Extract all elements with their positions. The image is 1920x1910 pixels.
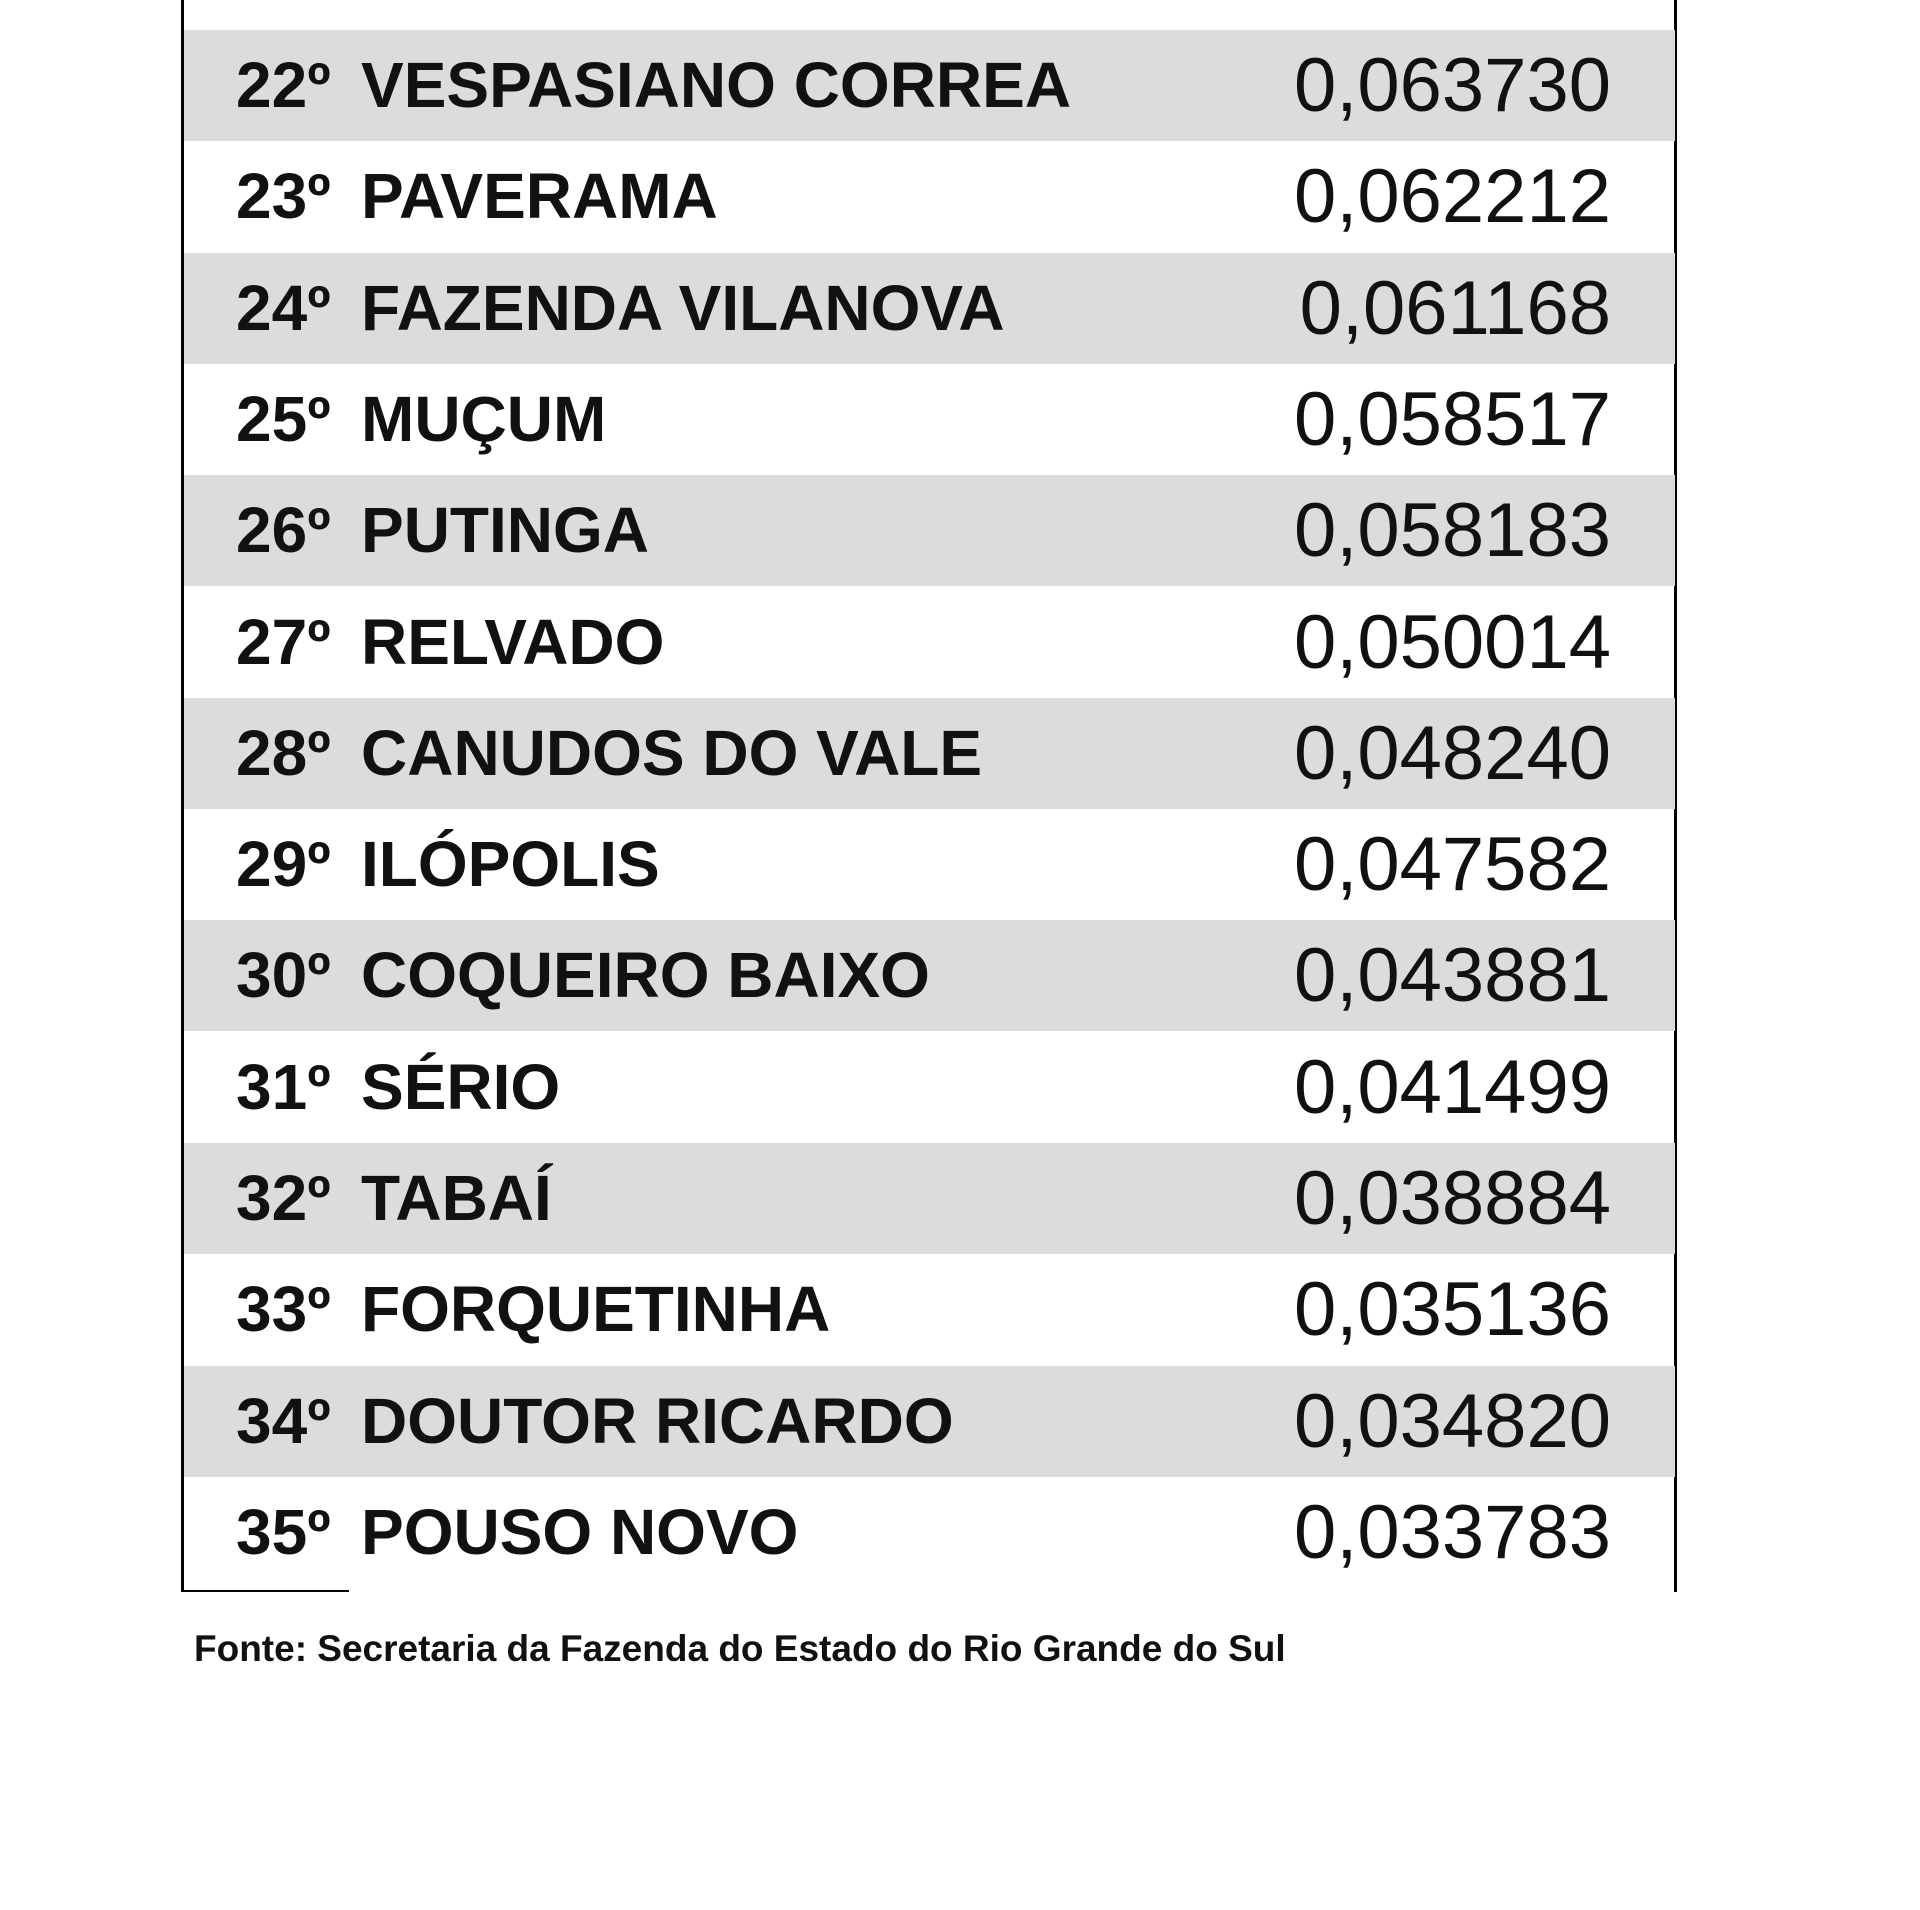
municipality: FAZENDA VILANOVA — [361, 271, 1005, 344]
municipality: VESPASIANO CORREA — [361, 49, 1072, 121]
municipality: RELVADO — [361, 605, 665, 678]
table-row: 34º DOUTOR RICARDO 0,034820 — [184, 1365, 1675, 1477]
index-value: 0,062212 — [1294, 154, 1611, 240]
index-value: 0,048240 — [1294, 710, 1611, 796]
index-value: 0,061168 — [1299, 265, 1611, 351]
rank: 34º — [236, 1384, 331, 1457]
table-row: 35º POUSO NOVO 0,033783 — [184, 1477, 1675, 1588]
table-row: 28º CANUDOS DO VALE 0,048240 — [184, 697, 1675, 809]
rank: 29º — [236, 828, 331, 901]
rank: 35º — [236, 1495, 331, 1568]
municipality: FORQUETINHA — [361, 1273, 831, 1346]
table-row: 22º VESPASIANO CORREA 0,063730 — [184, 30, 1675, 141]
rank: 28º — [236, 716, 331, 789]
rank: 26º — [236, 494, 331, 567]
index-value: 0,058183 — [1294, 488, 1611, 574]
rank: 31º — [236, 1050, 331, 1123]
municipality: CANUDOS DO VALE — [361, 716, 983, 789]
index-value: 0,063730 — [1294, 43, 1611, 128]
index-value: 0,058517 — [1294, 376, 1611, 462]
index-value: 0,041499 — [1294, 1044, 1611, 1130]
index-value: 0,050014 — [1294, 599, 1611, 685]
table-row: 33º FORQUETINHA 0,035136 — [184, 1254, 1675, 1365]
rank: 22º — [236, 49, 331, 121]
table-row: 32º TABAÍ 0,038884 — [184, 1143, 1675, 1254]
table-row: 31º SÉRIO 0,041499 — [184, 1032, 1675, 1143]
index-value: 0,033783 — [1294, 1489, 1611, 1575]
municipality: MUÇUM — [361, 382, 607, 455]
index-value: 0,035136 — [1294, 1267, 1611, 1353]
municipality: PAVERAMA — [361, 160, 718, 233]
table-border — [182, 1590, 349, 1592]
index-value: 0,034820 — [1294, 1378, 1611, 1464]
table-row: 26º PUTINGA 0,058183 — [184, 475, 1675, 587]
rank: 24º — [236, 271, 331, 344]
municipality: ILÓPOLIS — [361, 828, 660, 901]
municipality: SÉRIO — [361, 1050, 561, 1123]
table-border — [1674, 0, 1677, 1592]
municipality: COQUEIRO BAIXO — [361, 939, 930, 1012]
table-row: 27º RELVADO 0,050014 — [184, 587, 1675, 698]
table-row: 25º MUÇUM 0,058517 — [184, 364, 1675, 475]
rank: 32º — [236, 1162, 331, 1234]
table-row: 30º COQUEIRO BAIXO 0,043881 — [184, 920, 1675, 1032]
rank: 30º — [236, 939, 331, 1012]
rank: 27º — [236, 605, 331, 678]
index-value: 0,043881 — [1294, 933, 1611, 1019]
municipality: DOUTOR RICARDO — [361, 1384, 954, 1457]
municipality: POUSO NOVO — [361, 1495, 799, 1568]
rank: 25º — [236, 382, 331, 455]
table-row: 24º FAZENDA VILANOVA 0,061168 — [184, 252, 1675, 364]
source-note: Fonte: Secretaria da Fazenda do Estado d… — [194, 1628, 1286, 1669]
municipality: PUTINGA — [361, 494, 649, 567]
table-row: 23º PAVERAMA 0,062212 — [184, 141, 1675, 252]
table-row: 29º ILÓPOLIS 0,047582 — [184, 809, 1675, 920]
rank: 33º — [236, 1273, 331, 1346]
index-value: 0,038884 — [1294, 1156, 1611, 1241]
index-value: 0,047582 — [1294, 822, 1611, 908]
rank: 23º — [236, 160, 331, 233]
table-border — [181, 0, 184, 1592]
municipality: TABAÍ — [361, 1162, 552, 1234]
